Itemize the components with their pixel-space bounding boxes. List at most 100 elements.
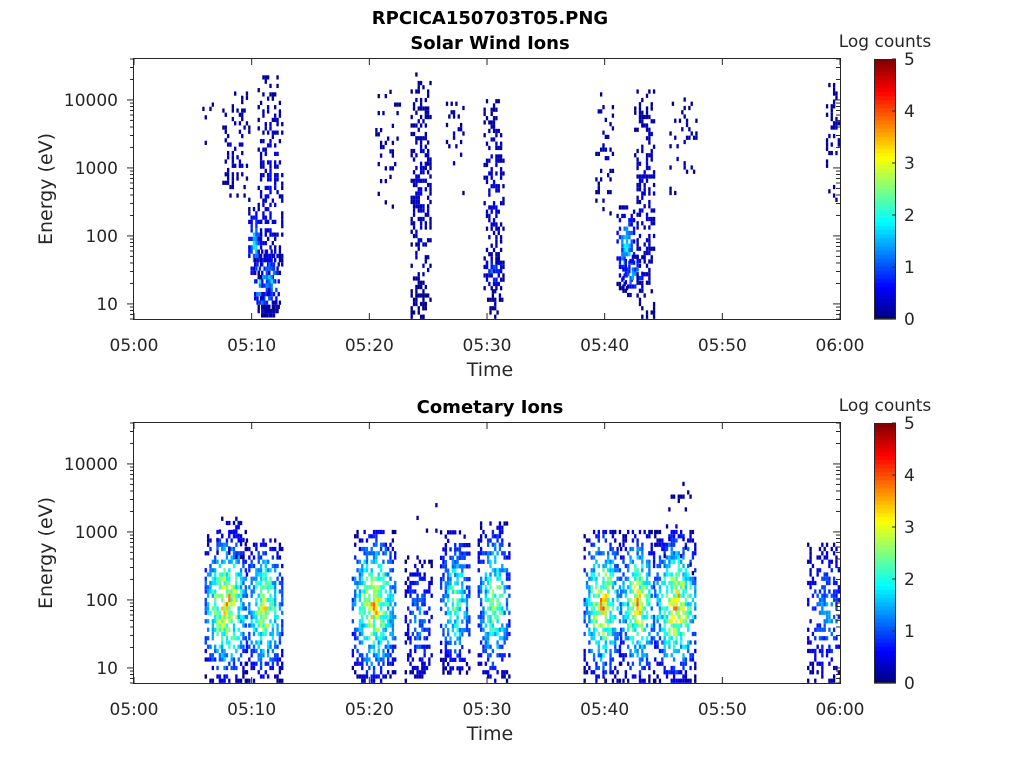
heatmap-cell xyxy=(490,111,493,117)
heatmap-cell xyxy=(672,551,676,556)
heatmap-cell xyxy=(497,145,500,151)
heatmap-cell xyxy=(835,593,838,598)
heatmap-cell xyxy=(423,644,426,649)
heatmap-cell xyxy=(452,135,456,140)
heatmap-cell xyxy=(235,674,238,679)
heatmap-cell xyxy=(482,551,485,556)
heatmap-cell xyxy=(652,636,656,641)
heatmap-cell xyxy=(641,653,644,658)
heatmap-cell xyxy=(354,627,357,632)
heatmap-cell xyxy=(645,602,649,607)
heatmap-cell xyxy=(648,563,651,569)
heatmap-cell xyxy=(645,614,649,620)
colorbar-segment xyxy=(874,593,896,599)
heatmap-cell xyxy=(415,195,418,200)
heatmap-cell xyxy=(497,269,500,274)
heatmap-cell xyxy=(494,631,497,637)
heatmap-cell xyxy=(656,619,659,624)
heatmap-cell xyxy=(370,631,373,637)
heatmap-cell xyxy=(609,168,612,174)
heatmap-cell xyxy=(255,253,258,259)
heatmap-cell xyxy=(451,657,455,662)
heatmap-cell xyxy=(602,593,605,598)
heatmap-cell xyxy=(409,585,412,590)
heatmap-cell xyxy=(239,520,243,526)
heatmap-cell xyxy=(583,653,586,658)
heatmap-cell xyxy=(494,297,497,302)
heatmap-cell xyxy=(495,252,498,257)
heatmap-cell xyxy=(424,284,427,290)
heatmap-cell xyxy=(384,627,387,632)
heatmap-cell xyxy=(222,108,225,113)
heatmap-cell xyxy=(465,585,469,590)
heatmap-cell xyxy=(607,623,610,628)
colorbar-tick-label: 4 xyxy=(904,466,915,486)
heatmap-cell xyxy=(505,670,509,675)
heatmap-cell xyxy=(372,585,376,590)
heatmap-cell xyxy=(266,623,270,628)
heatmap-cell xyxy=(421,644,424,649)
heatmap-cell xyxy=(631,636,635,641)
heatmap-cell xyxy=(228,580,231,586)
heatmap-cell xyxy=(609,619,612,624)
heatmap-cell xyxy=(257,657,260,662)
heatmap-cell xyxy=(278,194,282,199)
heatmap-cell xyxy=(228,520,231,526)
heatmap-cell xyxy=(377,644,380,649)
heatmap-cell xyxy=(375,585,378,590)
heatmap-cell xyxy=(501,568,504,573)
heatmap-cell xyxy=(264,542,267,547)
heatmap-cell xyxy=(204,606,207,611)
heatmap-cell xyxy=(501,674,504,679)
heatmap-cell xyxy=(821,653,824,658)
heatmap-cell xyxy=(206,657,210,662)
heatmap-cell xyxy=(248,211,251,216)
heatmap-cell xyxy=(609,568,612,573)
heatmap-cell xyxy=(368,610,371,615)
heatmap-cell xyxy=(672,494,676,499)
heatmap-cell xyxy=(351,619,355,624)
heatmap-cell xyxy=(658,678,662,683)
heatmap-cell xyxy=(490,256,493,261)
heatmap-cell xyxy=(490,205,493,210)
heatmap-cell xyxy=(262,606,265,611)
heatmap-cell xyxy=(624,576,628,581)
heatmap-cell xyxy=(489,644,492,649)
heatmap-cell xyxy=(410,114,413,120)
heatmap-cell xyxy=(679,640,683,645)
heatmap-cell xyxy=(609,546,612,552)
heatmap-cell xyxy=(498,593,502,598)
heatmap-cell xyxy=(239,542,243,547)
heatmap-cell xyxy=(456,619,459,624)
heatmap-cell xyxy=(375,559,378,564)
heatmap-cell xyxy=(825,159,829,164)
heatmap-cell xyxy=(597,593,600,598)
heatmap-cell xyxy=(835,121,838,126)
heatmap-cell xyxy=(276,674,279,679)
heatmap-cell xyxy=(622,678,625,683)
heatmap-cell xyxy=(415,136,418,141)
y-tick-label: 1000 xyxy=(75,159,118,179)
heatmap-cell xyxy=(670,529,673,535)
heatmap-cell xyxy=(636,546,639,552)
heatmap-cell xyxy=(370,614,373,620)
heatmap-cell xyxy=(661,627,664,632)
heatmap-cell xyxy=(426,161,430,166)
heatmap-cell xyxy=(411,610,415,615)
heatmap-cell xyxy=(629,585,632,590)
heatmap-cell xyxy=(687,640,690,645)
heatmap-cell xyxy=(454,564,457,569)
heatmap-cell xyxy=(232,555,236,560)
heatmap-cell xyxy=(248,219,251,225)
heatmap-cell xyxy=(628,264,631,270)
heatmap-cell xyxy=(661,648,664,654)
heatmap-cell xyxy=(484,597,487,603)
heatmap-cell xyxy=(386,602,390,607)
heatmap-cell xyxy=(351,653,355,658)
heatmap-cell xyxy=(694,648,697,654)
heatmap-cell xyxy=(495,256,498,261)
heatmap-cell xyxy=(257,568,260,573)
heatmap-cell xyxy=(807,580,810,586)
heatmap-cell xyxy=(496,538,499,543)
heatmap-cell xyxy=(465,542,469,548)
